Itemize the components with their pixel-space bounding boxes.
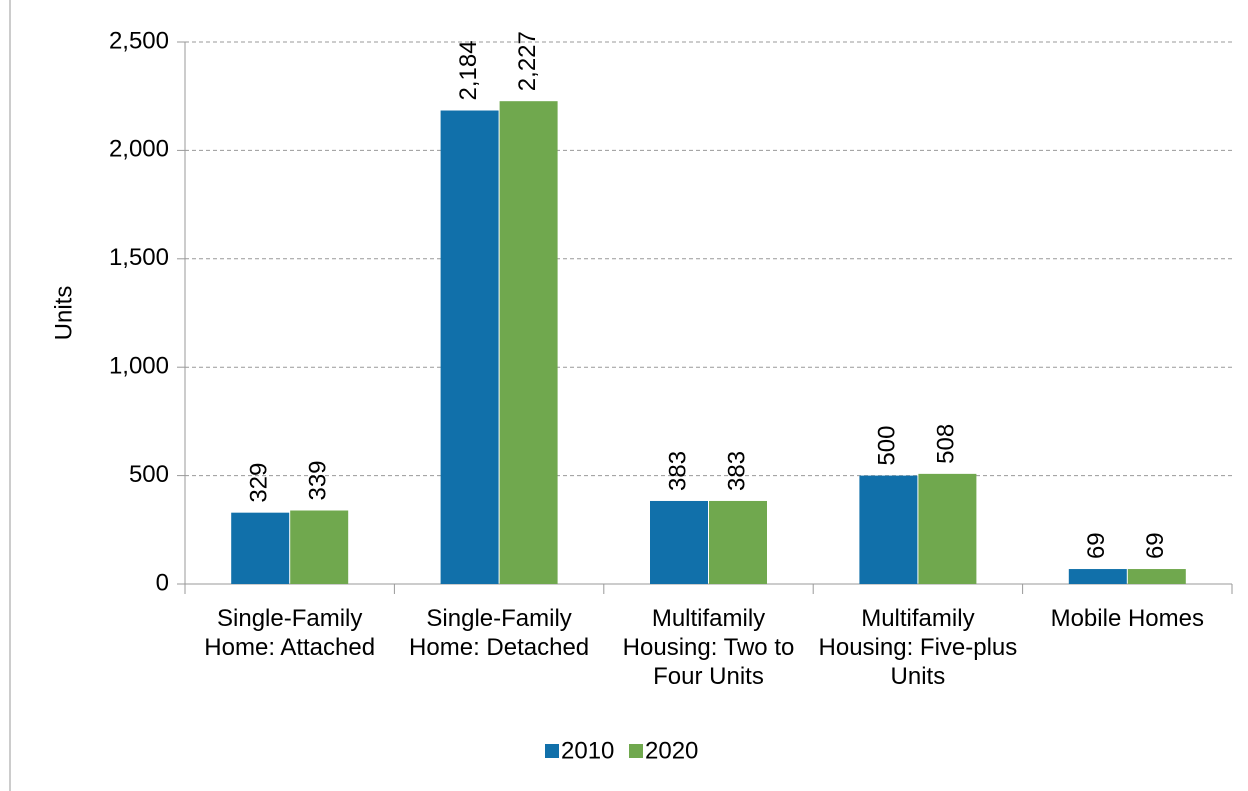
x-tick-label: Multifamily Housing: Two to Four Units: [622, 605, 795, 690]
data-label: 339: [305, 460, 332, 500]
bar: [290, 510, 349, 584]
y-tick-label: 1,000: [109, 353, 169, 380]
bar: [650, 500, 708, 584]
data-label: 383: [723, 451, 750, 491]
y-tick-label: 1,500: [109, 244, 169, 271]
x-tick-label: Single-Family Home: Detached: [409, 605, 590, 661]
bar: [231, 512, 290, 584]
y-tick-label: 2,500: [109, 27, 169, 54]
y-tick-label: 500: [129, 461, 169, 488]
data-label: 500: [874, 426, 901, 466]
x-tick-label: Single-Family Home: Attached: [204, 605, 376, 661]
data-label: 2,227: [514, 31, 541, 91]
bar: [1127, 569, 1186, 584]
y-tick-label: 2,000: [109, 136, 169, 163]
data-label: 383: [664, 451, 691, 491]
bar: [859, 475, 918, 584]
legend-swatch: [545, 744, 559, 758]
bar: [709, 500, 767, 584]
data-label: 69: [1083, 532, 1110, 559]
bar: [1068, 569, 1127, 584]
y-tick-label: 0: [156, 569, 169, 596]
bar: [499, 101, 558, 584]
data-label: 69: [1142, 532, 1169, 559]
data-label: 508: [933, 424, 960, 464]
data-label: 2,184: [455, 40, 482, 100]
legend-label: 2020: [645, 737, 698, 764]
x-tick-label: Multifamily Housing: Five-plus Units: [818, 605, 1018, 690]
legend-label: 2010: [561, 737, 614, 764]
y-axis-label: Units: [50, 286, 77, 341]
x-tick-label: Mobile Homes: [1050, 605, 1204, 632]
data-label: 329: [246, 463, 273, 503]
legend-swatch: [629, 744, 643, 758]
bar: [918, 473, 977, 584]
bar: [440, 110, 499, 585]
